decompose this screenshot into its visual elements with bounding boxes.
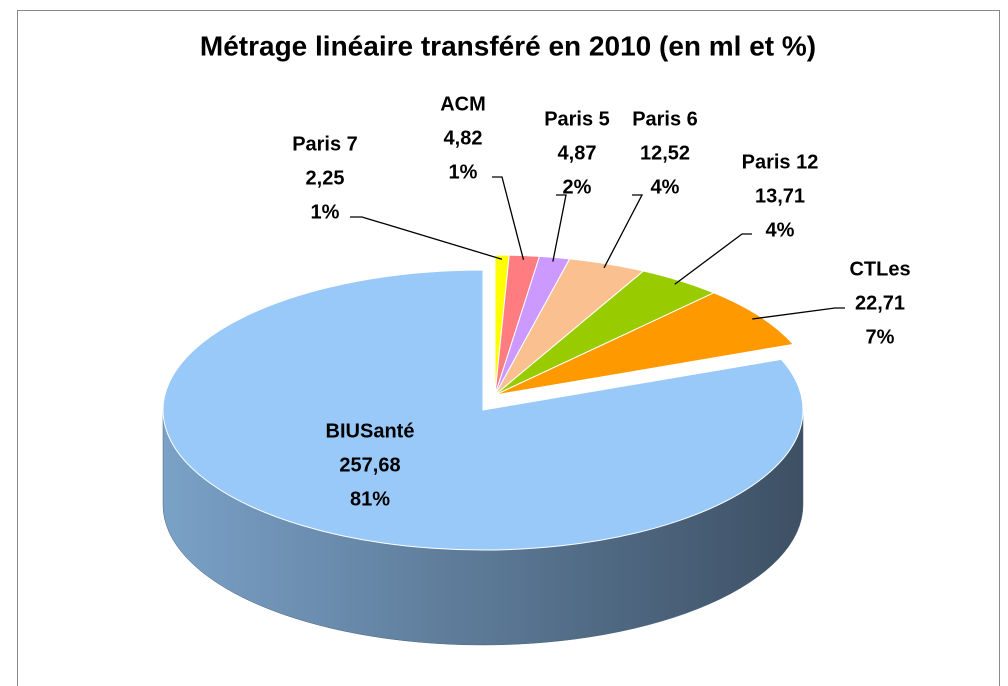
chart-title: Métrage linéaire transféré en 2010 (en m… (200, 30, 816, 61)
leader-line (603, 194, 644, 269)
slice (162, 269, 804, 551)
data-label: Paris 12 (742, 151, 819, 173)
data-label: 22,71 (855, 292, 905, 314)
leader-line (674, 233, 752, 285)
leader-line (492, 176, 525, 260)
data-label: ACM (440, 93, 486, 115)
data-label: 81% (350, 488, 390, 510)
data-label: 257,68 (339, 454, 400, 476)
leader-line (752, 307, 845, 320)
data-label: CTLes (849, 258, 910, 280)
data-label: BIUSanté (326, 420, 415, 442)
data-label: 12,52 (640, 142, 690, 164)
data-label: 1% (449, 161, 478, 183)
leader-line (552, 194, 567, 262)
data-label: 13,71 (755, 185, 805, 207)
data-label: 1% (311, 201, 340, 223)
data-label: 4% (651, 176, 680, 198)
data-label: 7% (866, 326, 895, 348)
data-label: Paris 7 (292, 133, 358, 155)
data-label: 2% (563, 176, 592, 198)
data-label: Paris 5 (544, 108, 610, 130)
data-label: Paris 6 (632, 108, 698, 130)
data-label: 4,82 (444, 127, 483, 149)
slice (494, 292, 795, 396)
data-label: 2,25 (306, 167, 345, 189)
data-label: 4% (766, 219, 795, 241)
leader-line (350, 216, 503, 260)
data-label: 4,87 (558, 142, 597, 164)
